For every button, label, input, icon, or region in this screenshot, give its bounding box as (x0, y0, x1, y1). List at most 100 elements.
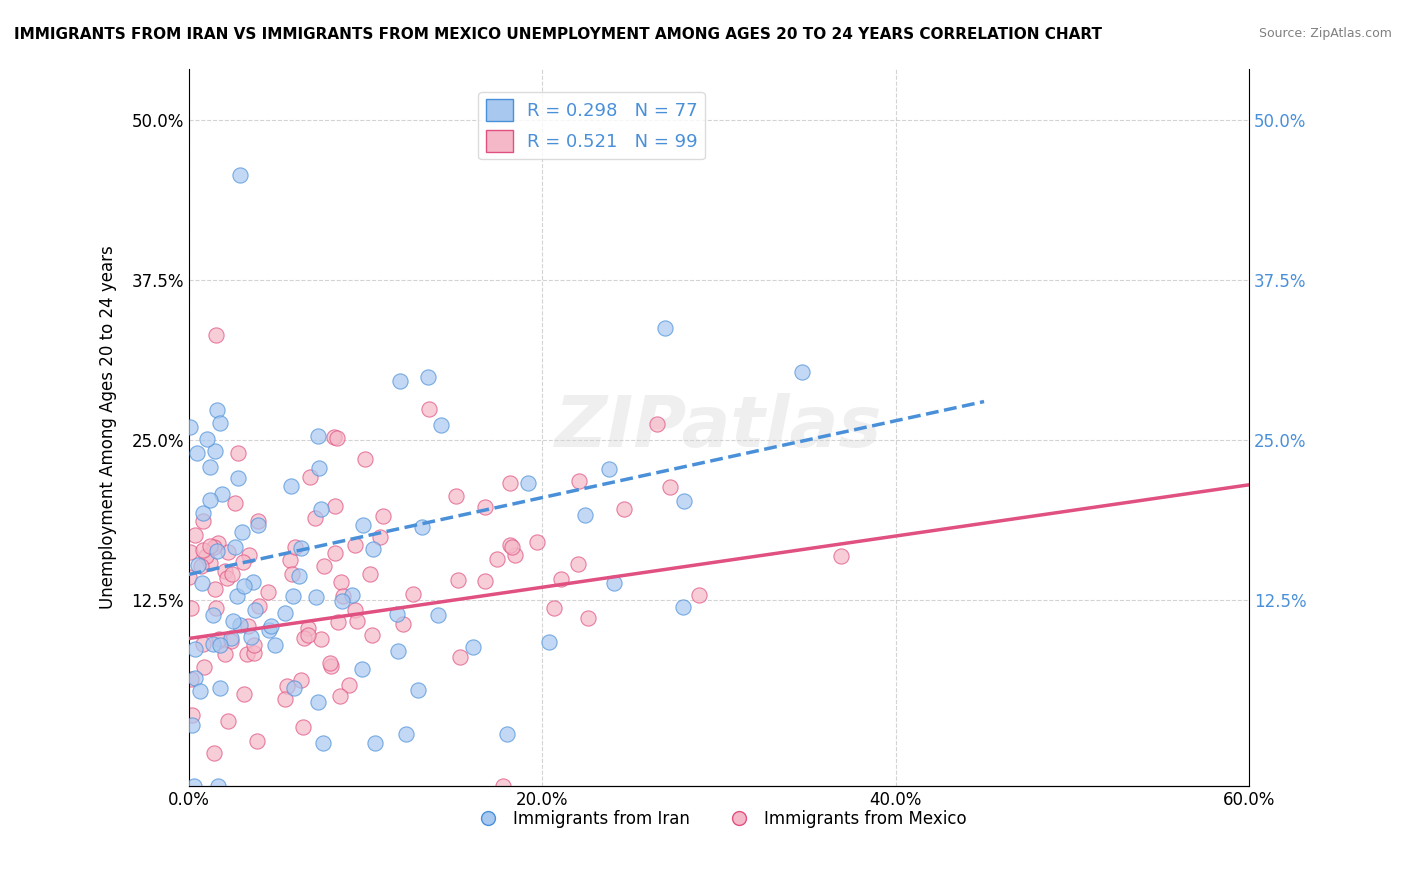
Point (598, 462, 620, 476)
Point (207, 544, 229, 558)
Point (352, 662, 374, 676)
Point (226, 446, 249, 460)
Point (371, 509, 394, 524)
Point (202, 541, 225, 555)
Point (214, 564, 236, 578)
Point (658, 480, 681, 494)
Point (273, 692, 295, 706)
Point (387, 607, 409, 621)
Point (568, 475, 591, 489)
Point (283, 681, 305, 696)
Point (671, 600, 693, 615)
Point (242, 575, 264, 590)
Point (191, 514, 214, 528)
Point (243, 602, 266, 616)
Point (193, 660, 215, 674)
Point (219, 631, 242, 645)
Point (179, 570, 201, 584)
Point (492, 779, 515, 793)
Point (288, 568, 311, 582)
Point (193, 506, 215, 520)
Point (304, 510, 326, 524)
Point (673, 494, 696, 508)
Point (247, 518, 270, 533)
Point (195, 432, 218, 446)
Point (198, 539, 221, 553)
Point (830, 549, 852, 563)
Point (201, 608, 224, 623)
Point (180, 673, 202, 687)
Point (307, 429, 329, 443)
Point (181, 707, 204, 722)
Point (238, 548, 260, 562)
Point (343, 538, 366, 552)
Point (359, 567, 381, 582)
Point (281, 567, 304, 582)
Point (208, 632, 231, 647)
Point (406, 682, 429, 697)
Point (474, 500, 496, 514)
Point (292, 720, 315, 734)
Point (242, 646, 264, 660)
Point (364, 736, 387, 750)
Point (207, 535, 229, 549)
Point (352, 517, 374, 532)
Point (186, 445, 208, 459)
Point (284, 540, 307, 554)
Point (323, 545, 346, 559)
Point (205, 327, 228, 342)
Point (246, 514, 269, 528)
Point (207, 779, 229, 793)
Point (243, 638, 266, 652)
Y-axis label: Unemployment Among Ages 20 to 24 years: Unemployment Among Ages 20 to 24 years (100, 245, 117, 609)
Point (209, 416, 232, 430)
Point (501, 540, 523, 554)
Point (447, 573, 470, 587)
Point (496, 727, 519, 741)
Point (276, 679, 298, 693)
Point (332, 589, 354, 603)
Point (217, 544, 239, 558)
Point (183, 779, 205, 793)
Point (260, 619, 283, 633)
Point (330, 575, 353, 590)
Point (411, 519, 433, 533)
Point (233, 687, 256, 701)
Point (217, 714, 239, 729)
Point (654, 321, 676, 335)
Point (198, 459, 221, 474)
Text: ZIPatlas: ZIPatlas (555, 392, 883, 462)
Point (444, 489, 467, 503)
Point (231, 524, 253, 539)
Point (326, 431, 349, 445)
Point (233, 579, 256, 593)
Point (461, 640, 484, 654)
Point (368, 530, 391, 544)
Point (222, 614, 245, 628)
Point (290, 541, 312, 556)
Point (190, 559, 212, 574)
Point (499, 538, 522, 552)
Point (567, 558, 589, 572)
Point (319, 659, 342, 673)
Point (688, 588, 710, 602)
Point (309, 501, 332, 516)
Point (346, 614, 368, 628)
Text: Source: ZipAtlas.com: Source: ZipAtlas.com (1258, 27, 1392, 40)
Point (204, 444, 226, 458)
Legend: Immigrants from Iran, Immigrants from Mexico: Immigrants from Iran, Immigrants from Me… (464, 804, 974, 835)
Point (603, 575, 626, 590)
Point (340, 588, 363, 602)
Point (247, 599, 270, 613)
Point (326, 615, 349, 630)
Point (229, 618, 252, 632)
Point (543, 601, 565, 615)
Point (224, 540, 246, 554)
Point (323, 430, 346, 444)
Point (319, 656, 342, 670)
Point (184, 642, 207, 657)
Point (211, 487, 233, 501)
Point (236, 648, 259, 662)
Point (184, 671, 207, 685)
Point (202, 746, 225, 760)
